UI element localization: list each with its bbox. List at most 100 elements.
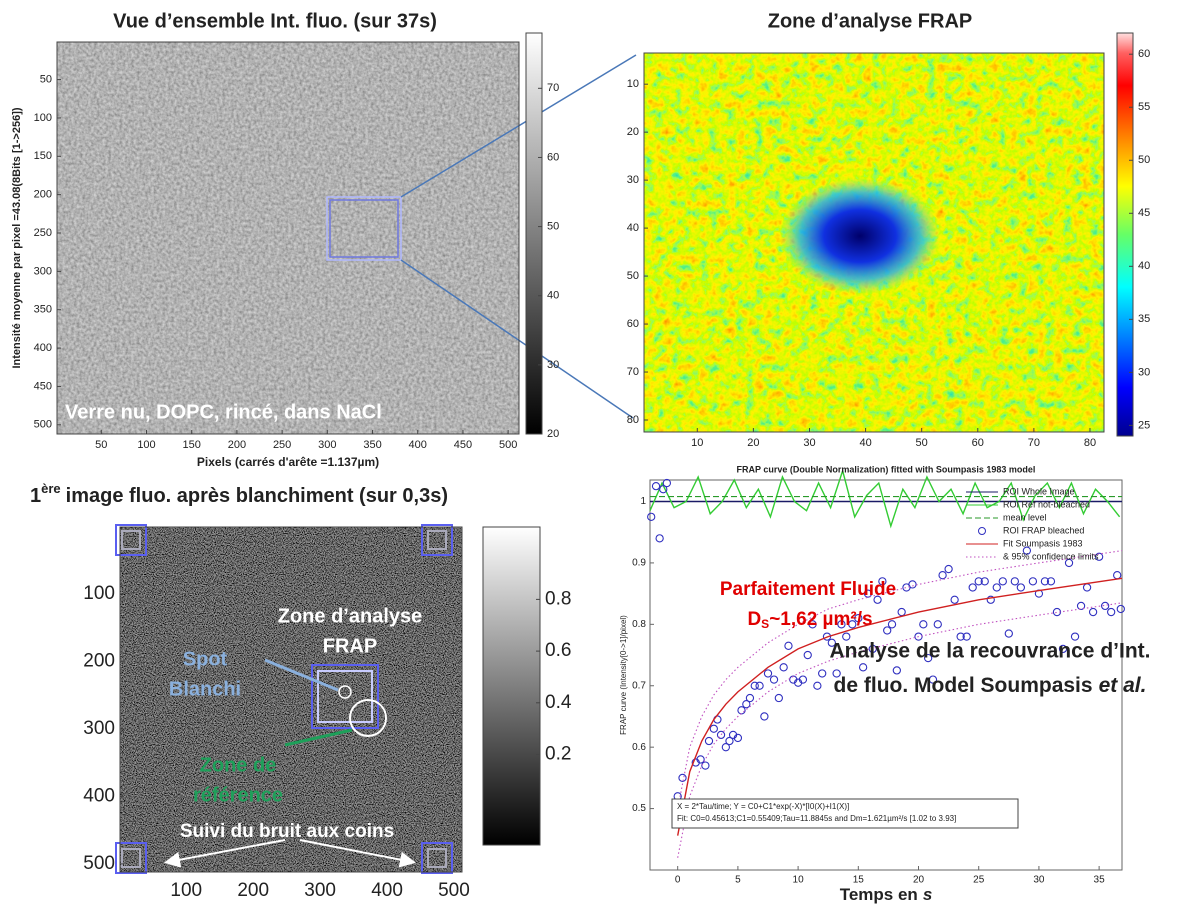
plot-frame (119, 526, 463, 873)
bleach-spot-roi (338, 685, 352, 699)
x-axis-label-unit: s (923, 885, 932, 904)
series-line (677, 602, 1123, 858)
annotation: FRAP (323, 635, 377, 657)
x-tick-label: 150 (183, 439, 201, 451)
x-tick-label: 200 (228, 439, 246, 451)
x-tick-label: 60 (972, 437, 984, 449)
legend-label: Fit Soumpasis 1983 (1003, 538, 1083, 548)
annotation: Zone de (200, 754, 277, 776)
y-tick-label: 100 (83, 583, 115, 604)
colorbar-tick-label: 45 (1138, 207, 1150, 219)
colorbar-tick-label: 40 (1138, 260, 1150, 272)
data-point (827, 638, 836, 647)
series-line (677, 577, 1123, 836)
data-point (750, 681, 759, 690)
x-tick-label: 35 (1094, 875, 1106, 886)
annotation: de fluo. Model Soumpasis et al. (834, 674, 1147, 697)
y-axis-label: FRAP curve (Intensity[0->1]/pixel) (619, 615, 628, 735)
annotation: DS~1,62 µm²/s (747, 609, 872, 631)
data-point (1070, 632, 1080, 641)
data-point (1016, 583, 1026, 592)
y-tick-label: 10 (627, 78, 639, 90)
data-point (868, 644, 877, 654)
data-point (798, 675, 808, 684)
y-tick-label: 60 (627, 318, 639, 330)
y-tick-label: 50 (627, 270, 639, 282)
data-point (769, 675, 779, 684)
annotation: Verre nu, DOPC, rincé, dans NaCl (65, 401, 382, 423)
x-tick-label: 0 (675, 875, 681, 886)
legend-label: ROI FRAP bleached (1003, 525, 1084, 535)
data-point (808, 620, 817, 629)
colorbar-tick-label: 30 (547, 359, 559, 371)
y-tick-label: 70 (627, 366, 639, 378)
data-point (908, 580, 917, 589)
series-line (677, 550, 1123, 809)
y-tick-label: 0.9 (632, 558, 646, 569)
data-point (974, 577, 983, 586)
data-point (933, 620, 942, 629)
data-point (968, 583, 977, 592)
x-tick-label: 15 (853, 875, 865, 886)
x-tick-label: 400 (409, 439, 427, 451)
data-point (784, 641, 793, 650)
x-tick-label: 10 (691, 437, 703, 449)
colorbar-tick-label: 60 (1138, 48, 1150, 60)
colorbar-tick-label: 0.8 (545, 588, 571, 609)
y-tick-label: 0.6 (632, 742, 646, 753)
y-tick-label: 30 (627, 174, 639, 186)
y-tick-label: 350 (34, 304, 52, 316)
data-point (1046, 577, 1056, 586)
annotation: Spot (183, 648, 228, 670)
y-tick-label: 300 (34, 265, 52, 277)
data-point (651, 481, 661, 491)
y-tick-label: 400 (34, 342, 52, 354)
x-tick-label: 25 (973, 875, 985, 886)
data-point (779, 663, 788, 672)
annotation-main: D (747, 609, 761, 630)
x-tick-label: 250 (273, 439, 291, 451)
legend-label: ROI Ref not-bleached (1003, 499, 1090, 509)
annotation: Zone d’analyse (278, 605, 423, 627)
data-point (962, 632, 971, 641)
x-tick-label: 300 (304, 880, 336, 901)
y-tick-label: 500 (34, 419, 52, 431)
x-tick-label: 50 (95, 439, 107, 451)
x-tick-label: 100 (137, 439, 155, 451)
data-point (742, 700, 751, 709)
data-point (1004, 629, 1013, 638)
x-tick-label: 450 (454, 439, 472, 451)
data-point (986, 595, 995, 604)
data-point (854, 614, 863, 623)
panel-title: Vue d’ensemble Int. fluo. (sur 37s) (113, 10, 437, 32)
annotation: Suivi du bruit aux coins (180, 821, 394, 842)
data-point (883, 626, 892, 635)
colorbar-tick-label: 60 (547, 151, 559, 163)
colorbar (1116, 32, 1134, 437)
colorbar-tick-label: 40 (547, 290, 559, 302)
data-point (923, 653, 933, 663)
panel-title: 1ère image fluo. après blanchiment (sur 0… (30, 481, 448, 507)
image-texture (120, 527, 462, 872)
colorbar-tick-label: 0.6 (545, 640, 571, 661)
plot-frame (643, 52, 1105, 433)
data-point (928, 675, 938, 684)
legend-label: & 95% confidence limits (1003, 551, 1099, 561)
annotation-text: de fluo. Model Soumpasis (834, 674, 1093, 697)
data-point (950, 595, 959, 604)
colorbar-tick-label: 0.2 (545, 744, 571, 765)
y-tick-label: 0.8 (632, 619, 646, 630)
data-point (842, 632, 851, 641)
y-tick-label: 20 (627, 126, 639, 138)
annotation: Parfaitement Fluide (720, 579, 896, 600)
x-tick-label: 400 (371, 880, 403, 901)
fit-box-text: X = 2*Tau/time; Y = C0+C1*exp(-X)*[I0(X)… (677, 802, 849, 811)
data-point (887, 620, 897, 629)
y-tick-label: 0.7 (632, 680, 646, 691)
fit-box (671, 798, 1019, 829)
x-tick-label: 40 (859, 437, 871, 449)
annotation: Blanchi (169, 678, 241, 700)
data-point (763, 669, 773, 678)
annotation: référence (193, 784, 283, 806)
y-tick-label: 40 (627, 222, 639, 234)
